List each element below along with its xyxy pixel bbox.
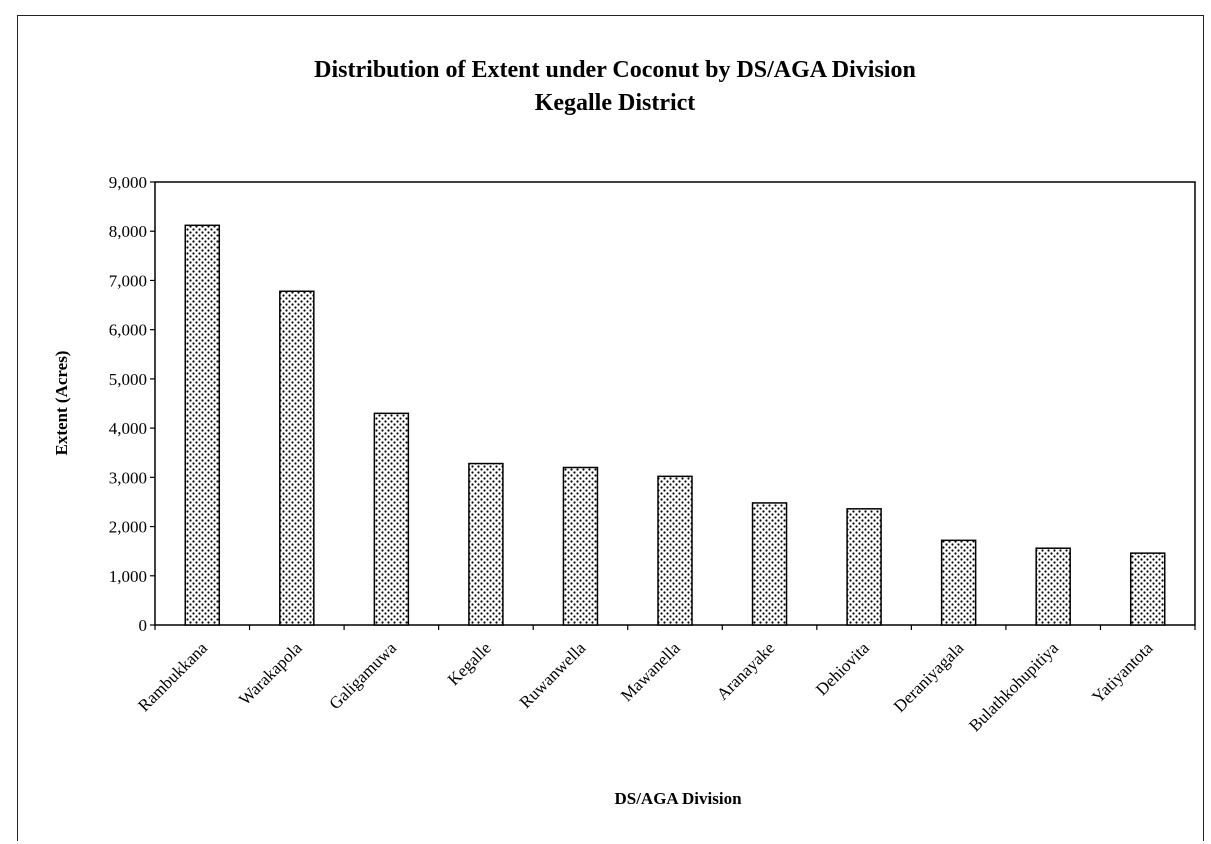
y-axis-title: Extent (Acres) — [52, 351, 71, 456]
x-tick-label: Deraniyagala — [890, 638, 968, 716]
category-labels: Rambukkana Warakapola Galigamuwa Kegalle Ruw… — [134, 638, 1157, 735]
x-tick-label: Bulathkohupitiya — [965, 638, 1062, 735]
x-tick-label: Kegalle — [444, 638, 495, 689]
x-tick-label: Galigamuwa — [325, 638, 400, 713]
y-tick-label: 8,000 — [109, 222, 147, 241]
x-axis — [154, 625, 1196, 630]
bar-rambukkana — [184, 224, 221, 626]
x-tick-label: Rambukkana — [134, 638, 211, 715]
y-tick-label: 1,000 — [109, 567, 147, 586]
y-tick-label: 6,000 — [109, 321, 147, 340]
chart-title: Distribution of Extent under Coconut by … — [314, 57, 916, 83]
y-axis: 0 1,000 2,000 3,000 4,000 5,000 6,000 7,000 8,00… — [109, 173, 155, 635]
bar-deraniyagala — [940, 539, 977, 626]
bar-yatiyantota — [1129, 552, 1166, 626]
bar-bulathkohupitiya — [1035, 547, 1071, 626]
bars — [184, 224, 1166, 626]
y-tick-label: 9,000 — [109, 173, 147, 192]
bar-mawanella — [657, 475, 693, 626]
bar-dehiovita — [846, 508, 882, 626]
y-tick-label: 4,000 — [109, 419, 147, 438]
bar-kegalle — [468, 462, 504, 626]
x-tick-label: Yatiyantota — [1088, 638, 1157, 707]
bar-ruwanwella — [562, 466, 599, 626]
chart-subtitle: Kegalle District — [535, 90, 696, 116]
x-tick-label: Dehiovita — [812, 638, 873, 699]
y-tick-label: 0 — [139, 616, 148, 635]
x-tick-label: Mawanella — [617, 638, 684, 705]
y-tick-label: 5,000 — [109, 370, 147, 389]
bar-warakapola — [279, 290, 315, 626]
bar-galigamuwa — [373, 412, 410, 626]
x-axis-title: DS/AGA Division — [614, 789, 742, 808]
x-tick-label: Ruwanwella — [516, 638, 590, 712]
y-tick-label: 3,000 — [109, 468, 147, 487]
x-tick-label: Warakapola — [235, 638, 306, 709]
chart-frame — [17, 15, 1204, 841]
y-tick-label: 7,000 — [109, 271, 147, 290]
x-tick-label: Aranayake — [713, 638, 778, 703]
bar-aranayake — [751, 502, 788, 626]
y-tick-label: 2,000 — [109, 518, 147, 537]
